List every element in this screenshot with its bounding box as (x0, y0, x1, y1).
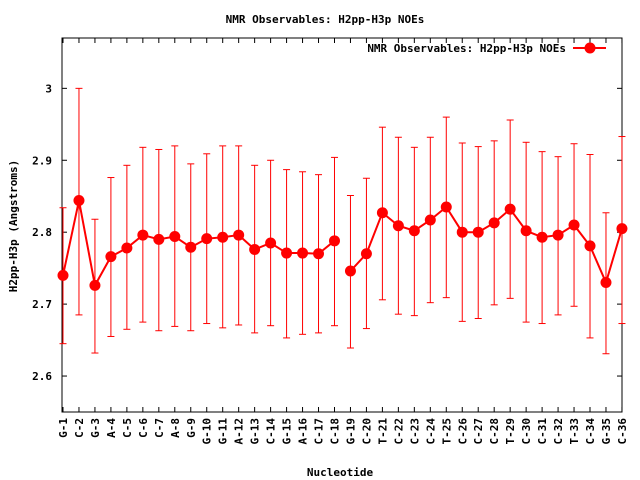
x-tick-label: C-2 (73, 418, 86, 438)
legend: NMR Observables: H2pp-H3p NOEs (367, 42, 606, 55)
data-point (568, 219, 580, 231)
data-point (392, 220, 404, 232)
x-tick-label: A-16 (297, 418, 310, 445)
x-tick-label: G-15 (281, 418, 294, 445)
x-tick-label: C-31 (536, 418, 549, 445)
data-point (328, 235, 340, 247)
data-point (73, 195, 85, 207)
x-tick-label: A-4 (105, 418, 118, 438)
data-point (552, 229, 564, 241)
y-tick-label: 3 (45, 82, 52, 95)
data-point (616, 223, 628, 235)
x-tick-label: G-10 (201, 418, 214, 445)
x-tick-label: C-22 (392, 418, 405, 445)
data-point (456, 226, 468, 238)
x-tick-label: C-26 (456, 418, 469, 445)
x-tick-label: G-11 (217, 418, 230, 445)
data-point (520, 225, 532, 237)
data-point (472, 226, 484, 238)
legend-label: NMR Observables: H2pp-H3p NOEs (367, 42, 566, 55)
x-tick-label: C-24 (424, 418, 437, 445)
x-tick-label: G-13 (249, 418, 262, 445)
data-point (169, 231, 181, 243)
x-tick-label: A-12 (233, 418, 246, 445)
data-point (376, 207, 388, 219)
data-point (424, 214, 436, 226)
x-tick-label: C-6 (137, 418, 150, 438)
x-tick-label: T-33 (568, 418, 581, 445)
x-tick-label: C-28 (488, 418, 501, 445)
data-point (488, 217, 500, 229)
x-tick-label: G-1 (57, 418, 70, 438)
data-point (137, 229, 149, 241)
x-tick-label: C-18 (328, 418, 341, 445)
x-tick-label: G-9 (185, 418, 198, 438)
series-line (349, 205, 623, 286)
series-points (57, 195, 628, 291)
y-tick-label: 2.6 (32, 370, 52, 383)
x-tick-label: C-17 (313, 418, 326, 445)
data-point (600, 277, 612, 289)
x-axis: G-1 C-2 G-3 A-4 C-5 C-6 C-7 A-8 G-9 G-10 G-11 A-12 G… (57, 38, 629, 445)
x-tick-label: T-29 (504, 418, 517, 445)
x-tick-label: C-23 (408, 418, 421, 445)
x-tick-label: C-20 (360, 418, 373, 445)
x-tick-label: T-25 (440, 418, 453, 445)
x-tick-label: C-27 (472, 418, 485, 445)
y-tick-label: 2.8 (32, 226, 52, 239)
data-point (297, 247, 309, 259)
data-point (185, 241, 197, 253)
series-line (62, 200, 336, 289)
data-point (344, 265, 356, 277)
y-tick-label: 2.7 (32, 298, 52, 311)
y-tick-label: 2.9 (32, 154, 52, 167)
data-point (536, 231, 548, 243)
data-point (57, 269, 69, 281)
x-tick-label: A-8 (169, 418, 182, 438)
plot-frame (61, 37, 623, 413)
x-tick-label: C-30 (520, 418, 533, 445)
x-tick-label: C-34 (584, 418, 597, 445)
data-point (233, 229, 245, 241)
data-point (153, 233, 165, 245)
chart-title: NMR Observables: H2pp-H3p NOEs (226, 13, 425, 26)
x-tick-label: G-35 (600, 418, 613, 445)
x-tick-label: C-32 (552, 418, 565, 445)
data-point (217, 231, 229, 243)
x-tick-label: C-36 (616, 418, 629, 445)
data-point (504, 203, 516, 215)
x-tick-label: T-21 (376, 418, 389, 445)
x-tick-label: C-5 (121, 418, 134, 438)
data-point (281, 247, 293, 259)
legend-marker (584, 42, 596, 54)
error-bars (59, 87, 626, 355)
data-point (408, 225, 420, 237)
data-point (584, 240, 596, 252)
data-point (360, 248, 372, 260)
data-point (313, 248, 325, 260)
data-point (265, 237, 277, 249)
data-point (249, 243, 261, 255)
data-point (89, 279, 101, 291)
x-tick-label: G-3 (89, 418, 102, 438)
y-axis: 2.6 2.7 2.8 2.9 3 (32, 82, 622, 383)
x-tick-label: G-19 (344, 418, 357, 445)
data-point (105, 251, 117, 263)
x-axis-label: Nucleotide (307, 466, 374, 479)
series-lines (62, 200, 623, 289)
y-axis-label: H2pp-H3p (Angstroms) (7, 160, 20, 292)
x-tick-label: C-14 (265, 418, 278, 445)
data-point (201, 233, 213, 245)
data-point (121, 242, 133, 254)
x-tick-label: C-7 (153, 418, 166, 438)
data-point (440, 201, 452, 213)
